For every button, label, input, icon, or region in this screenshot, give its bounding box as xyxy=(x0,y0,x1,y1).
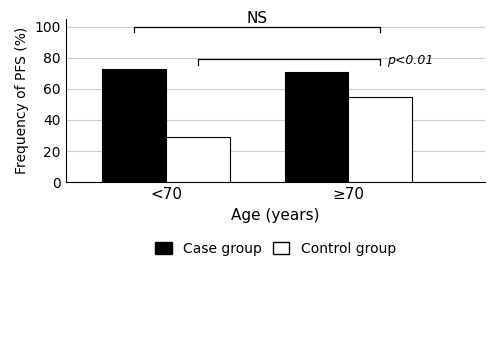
Legend: Case group, Control group: Case group, Control group xyxy=(148,235,403,263)
Y-axis label: Frequency of PFS (%): Frequency of PFS (%) xyxy=(15,27,29,174)
Bar xyxy=(166,137,230,182)
X-axis label: Age (years): Age (years) xyxy=(231,207,320,223)
Bar xyxy=(284,72,348,182)
Bar xyxy=(102,68,166,182)
Text: NS: NS xyxy=(246,11,268,26)
Text: p<0.01: p<0.01 xyxy=(388,54,434,67)
Bar xyxy=(348,97,412,182)
